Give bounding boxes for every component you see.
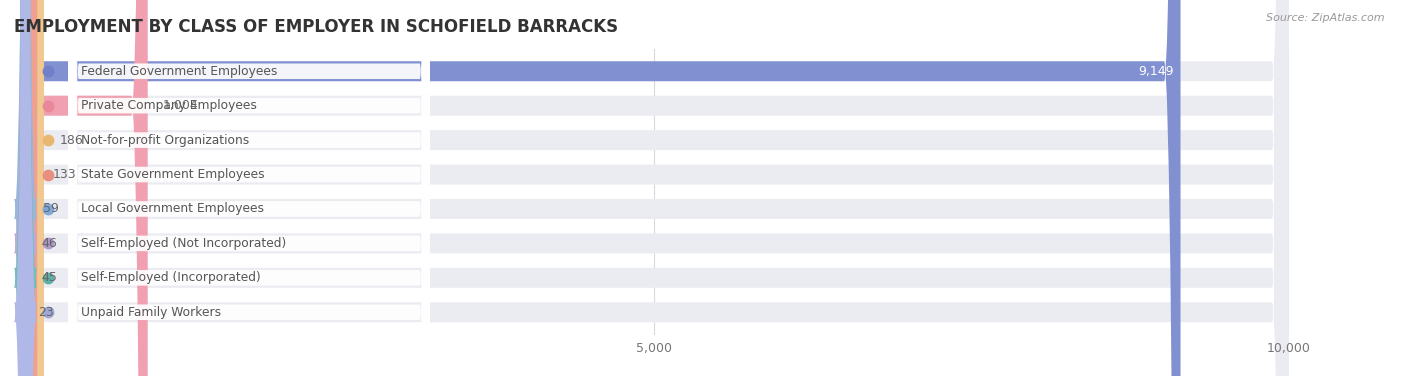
Text: 45: 45	[41, 271, 58, 284]
Text: Self-Employed (Incorporated): Self-Employed (Incorporated)	[82, 271, 262, 284]
FancyBboxPatch shape	[21, 0, 38, 376]
FancyBboxPatch shape	[14, 0, 37, 376]
FancyBboxPatch shape	[21, 0, 1288, 376]
Text: 133: 133	[52, 168, 76, 181]
FancyBboxPatch shape	[21, 0, 1288, 376]
FancyBboxPatch shape	[21, 0, 1181, 376]
FancyBboxPatch shape	[21, 0, 1288, 376]
FancyBboxPatch shape	[21, 0, 1288, 376]
Text: 59: 59	[44, 202, 59, 215]
FancyBboxPatch shape	[69, 0, 430, 376]
FancyBboxPatch shape	[69, 0, 430, 376]
FancyBboxPatch shape	[21, 0, 148, 376]
FancyBboxPatch shape	[14, 0, 37, 376]
Text: 1,004: 1,004	[163, 99, 198, 112]
FancyBboxPatch shape	[69, 0, 430, 376]
FancyBboxPatch shape	[69, 0, 430, 376]
Text: Self-Employed (Not Incorporated): Self-Employed (Not Incorporated)	[82, 237, 287, 250]
FancyBboxPatch shape	[21, 0, 1288, 376]
FancyBboxPatch shape	[69, 0, 430, 376]
FancyBboxPatch shape	[21, 0, 1288, 376]
FancyBboxPatch shape	[21, 0, 1288, 376]
FancyBboxPatch shape	[69, 0, 430, 376]
Text: State Government Employees: State Government Employees	[82, 168, 264, 181]
Text: Federal Government Employees: Federal Government Employees	[82, 65, 277, 78]
Text: Unpaid Family Workers: Unpaid Family Workers	[82, 306, 221, 319]
Text: EMPLOYMENT BY CLASS OF EMPLOYER IN SCHOFIELD BARRACKS: EMPLOYMENT BY CLASS OF EMPLOYER IN SCHOF…	[14, 18, 619, 36]
Text: Not-for-profit Organizations: Not-for-profit Organizations	[82, 133, 249, 147]
Text: 23: 23	[38, 306, 55, 319]
FancyBboxPatch shape	[21, 0, 44, 376]
Text: Local Government Employees: Local Government Employees	[82, 202, 264, 215]
Text: Source: ZipAtlas.com: Source: ZipAtlas.com	[1267, 13, 1385, 23]
FancyBboxPatch shape	[69, 0, 430, 376]
Text: Private Company Employees: Private Company Employees	[82, 99, 257, 112]
FancyBboxPatch shape	[21, 0, 1288, 376]
Text: 46: 46	[41, 237, 58, 250]
FancyBboxPatch shape	[14, 0, 37, 376]
FancyBboxPatch shape	[69, 0, 430, 376]
Text: 186: 186	[59, 133, 83, 147]
Text: 9,149: 9,149	[1139, 65, 1174, 78]
FancyBboxPatch shape	[14, 0, 37, 376]
